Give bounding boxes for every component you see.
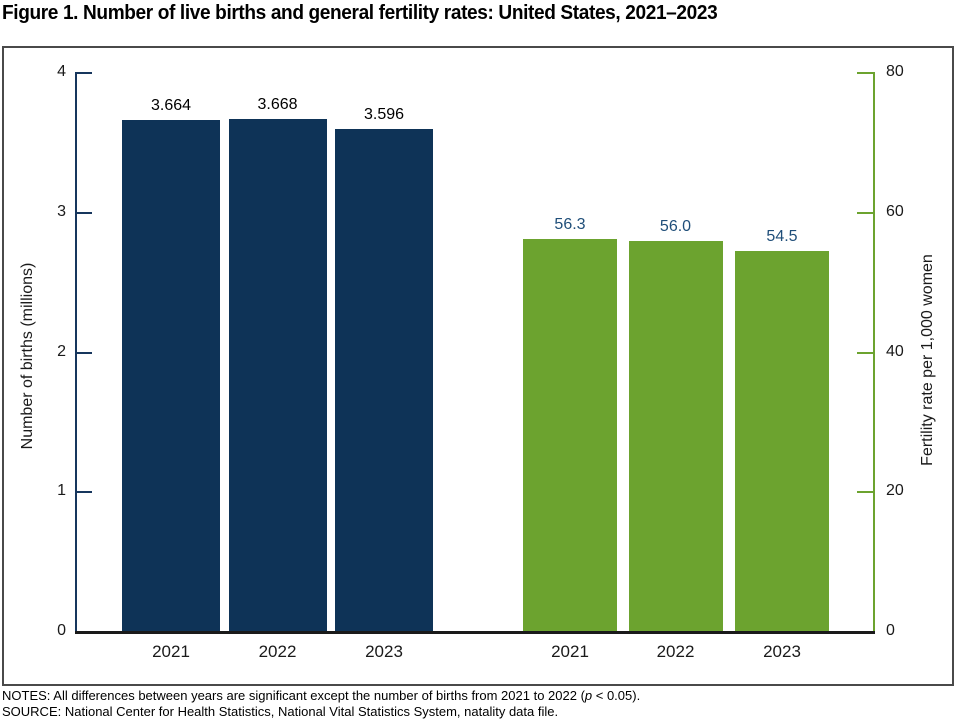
- right-axis-tick: [857, 211, 875, 214]
- bar-value-label: 56.0: [659, 217, 692, 235]
- bar-left-2022: [228, 119, 327, 631]
- notes-p-italic: p: [584, 688, 593, 703]
- bar-left-2023: [335, 129, 433, 631]
- left-axis-tick: [75, 491, 92, 494]
- x-axis-category-label: 2022: [258, 642, 297, 661]
- right-axis-tick-label: 60: [886, 202, 904, 220]
- x-axis-category-label: 2021: [152, 642, 190, 661]
- left-axis-tick-label: 3: [57, 202, 66, 220]
- notes-text-suffix: < 0.05).: [592, 688, 641, 703]
- x-axis-category-label: 2023: [365, 642, 403, 661]
- figure-notes: NOTES: All differences between years are…: [2, 688, 640, 719]
- bar-right-2023: [735, 251, 829, 631]
- bar-value-label: 56.3: [554, 215, 586, 233]
- left-axis-tick-label: 4: [57, 63, 66, 80]
- right-axis-tick: [857, 351, 875, 354]
- figure-title: Figure 1. Number of live births and gene…: [2, 1, 718, 24]
- left-axis-tick-label: 1: [57, 482, 66, 500]
- right-axis-tick-label: 80: [886, 63, 904, 80]
- notes-text: NOTES: All differences between years are…: [2, 688, 585, 703]
- bar-value-label: 3.668: [257, 96, 298, 114]
- bar-value-label: 54.5: [766, 228, 798, 246]
- bar-value-label: 3.596: [363, 106, 405, 124]
- notes-line: NOTES: All differences between years are…: [2, 688, 640, 704]
- bar-left-2021: [122, 119, 220, 631]
- left-y-axis-line: [75, 73, 77, 634]
- x-axis-category-label: 2021: [551, 642, 589, 661]
- left-axis-tick: [75, 351, 92, 354]
- right-axis-tick: [857, 72, 875, 74]
- right-axis-tick: [857, 491, 875, 494]
- left-axis-tick-label: 2: [57, 342, 66, 360]
- x-axis-line: [75, 631, 875, 634]
- right-axis-tick-label: 40: [886, 342, 904, 360]
- left-axis-tick-label: 0: [57, 622, 66, 639]
- chart-frame: Number of births (millions) Fertility ra…: [2, 46, 954, 686]
- x-axis-category-label: 2023: [763, 642, 801, 661]
- bar-right-2021: [523, 238, 617, 631]
- x-axis-category-label: 2022: [656, 642, 695, 661]
- left-axis-tick: [75, 211, 92, 214]
- right-y-axis-line: [873, 73, 875, 634]
- left-axis-tick: [75, 72, 92, 74]
- bar-value-label: 3.664: [150, 96, 192, 114]
- right-axis-tick-label: 20: [886, 482, 904, 500]
- source-line: SOURCE: National Center for Health Stati…: [2, 703, 559, 719]
- bar-right-2022: [628, 240, 723, 631]
- right-axis-tick-label: 0: [886, 622, 895, 639]
